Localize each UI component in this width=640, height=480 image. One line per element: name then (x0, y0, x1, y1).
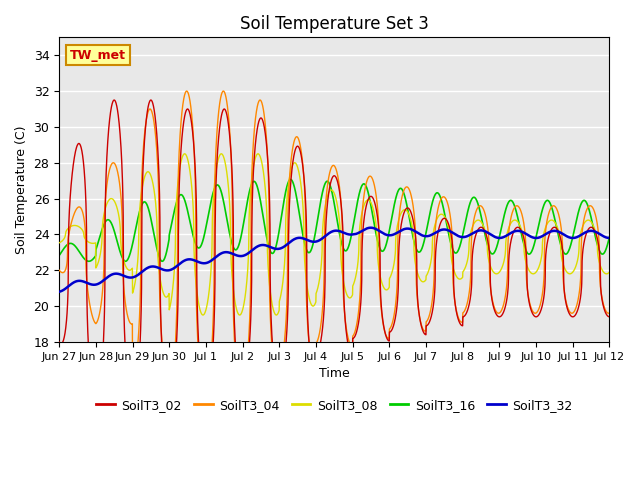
SoilT3_02 (267, 297, 275, 303)
SoilT3_02 (92, 410, 99, 416)
SoilT3_04 (201, 393, 209, 398)
SoilT3_04 (151, 123, 159, 129)
SoilT3_16 (287, 177, 294, 182)
SoilT3_16 (605, 234, 613, 240)
SoilT3_08 (595, 258, 603, 264)
SoilT3_02 (291, 150, 298, 156)
SoilT3_32 (151, 264, 159, 269)
SoilT3_04 (118, 209, 125, 215)
SoilT3_32 (266, 244, 274, 250)
SoilT3_04 (536, 304, 543, 310)
SoilT3_02 (110, 97, 118, 103)
SoilT3_02 (595, 245, 603, 251)
SoilT3_32 (118, 272, 125, 278)
SoilT3_08 (199, 312, 207, 318)
Line: SoilT3_32: SoilT3_32 (59, 228, 609, 292)
Line: SoilT3_08: SoilT3_08 (59, 154, 609, 315)
SoilT3_02 (536, 311, 543, 316)
SoilT3_04 (605, 310, 613, 316)
Line: SoilT3_04: SoilT3_04 (59, 91, 609, 396)
Text: TW_met: TW_met (70, 48, 126, 61)
SoilT3_02 (118, 172, 126, 178)
SoilT3_04 (55, 267, 63, 273)
SoilT3_02 (151, 112, 159, 118)
SoilT3_32 (536, 235, 543, 240)
SoilT3_04 (595, 238, 603, 244)
SoilT3_32 (595, 230, 603, 236)
SoilT3_16 (85, 258, 93, 264)
Legend: SoilT3_02, SoilT3_04, SoilT3_08, SoilT3_16, SoilT3_32: SoilT3_02, SoilT3_04, SoilT3_08, SoilT3_… (91, 394, 578, 417)
SoilT3_32 (290, 237, 298, 242)
SoilT3_08 (605, 269, 613, 275)
SoilT3_32 (367, 225, 374, 230)
Line: SoilT3_16: SoilT3_16 (59, 180, 609, 261)
Line: SoilT3_02: SoilT3_02 (59, 100, 609, 413)
SoilT3_16 (536, 217, 543, 223)
SoilT3_08 (181, 151, 189, 156)
SoilT3_16 (291, 184, 298, 190)
SoilT3_16 (266, 249, 274, 254)
SoilT3_08 (291, 160, 298, 166)
SoilT3_32 (55, 289, 63, 295)
SoilT3_08 (55, 240, 63, 246)
SoilT3_08 (151, 191, 159, 196)
SoilT3_04 (291, 138, 298, 144)
SoilT3_08 (267, 291, 275, 297)
SoilT3_08 (118, 250, 125, 255)
SoilT3_16 (595, 247, 603, 252)
Title: Soil Temperature Set 3: Soil Temperature Set 3 (240, 15, 429, 33)
SoilT3_02 (55, 339, 63, 345)
SoilT3_32 (605, 235, 613, 241)
SoilT3_02 (605, 314, 613, 320)
SoilT3_16 (151, 236, 159, 241)
SoilT3_08 (536, 262, 543, 267)
Y-axis label: Soil Temperature (C): Soil Temperature (C) (15, 125, 28, 254)
X-axis label: Time: Time (319, 367, 349, 380)
SoilT3_16 (118, 254, 126, 260)
SoilT3_04 (183, 88, 191, 94)
SoilT3_16 (55, 252, 63, 258)
SoilT3_04 (267, 319, 275, 325)
